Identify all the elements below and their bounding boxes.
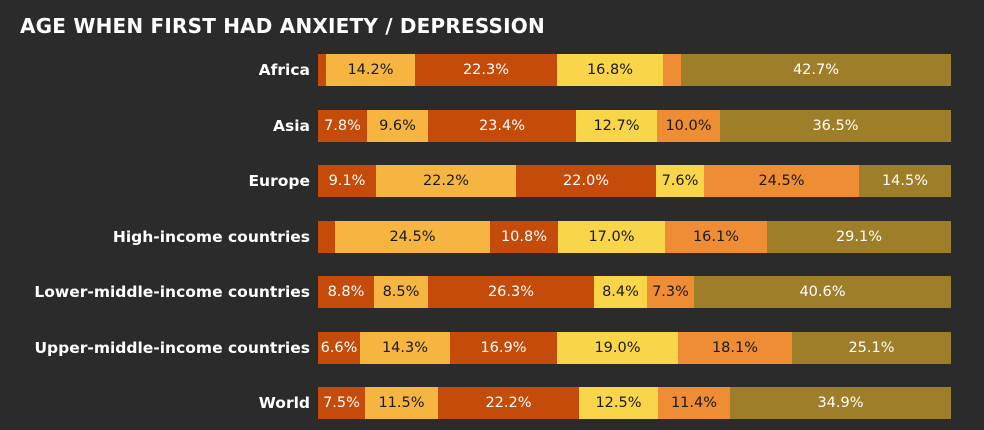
- bar-segment: [665, 221, 767, 253]
- category-label: World: [258, 394, 310, 412]
- data-label: 22.2%: [485, 395, 532, 411]
- bar-segment: [367, 110, 428, 142]
- data-label: 11.4%: [670, 395, 718, 411]
- category-label: Europe: [248, 172, 310, 190]
- bar-segment: [792, 332, 951, 364]
- bar-segment: [376, 165, 516, 197]
- stacked-bar: 7.5% 11.5% 22.2% 12.5% 11.4% 34.9%: [318, 387, 951, 419]
- bar-segment: [318, 221, 335, 253]
- bar-segment: [656, 165, 704, 197]
- bar-segment: [767, 221, 951, 253]
- stacked-bar: 14.2% 22.3% 16.8% 42.7%: [318, 54, 951, 86]
- bar-segment: [360, 332, 450, 364]
- bar-segment: [326, 54, 415, 86]
- data-label: 12.5%: [595, 395, 642, 411]
- bar-segment: [365, 387, 438, 419]
- data-label: 7.8%: [324, 118, 361, 134]
- data-label: 8.8%: [327, 284, 365, 300]
- category-label: Lower-middle-income countries: [34, 283, 310, 301]
- bar-segment: [438, 387, 579, 419]
- bar-segment: [681, 54, 951, 86]
- data-label: 16.9%: [480, 340, 527, 356]
- data-label: 19.0%: [594, 340, 641, 356]
- data-label: 7.5%: [323, 395, 360, 411]
- bar-segment: [516, 165, 656, 197]
- data-label: 6.6%: [320, 340, 358, 356]
- category-label: Africa: [258, 61, 310, 79]
- chart-title: AGE WHEN FIRST HAD ANXIETY / DEPRESSION: [20, 14, 545, 38]
- bar-segment: [428, 110, 576, 142]
- data-label: 7.6%: [661, 173, 699, 189]
- data-label: 36.5%: [812, 118, 859, 134]
- data-label: 22.3%: [462, 62, 510, 78]
- bar-segment: [450, 332, 557, 364]
- data-label: 16.8%: [586, 62, 634, 78]
- data-label: 24.5%: [389, 229, 436, 245]
- stacked-bar: 7.8% 9.6% 23.4% 12.7% 10.0% 36.5%: [318, 110, 951, 142]
- bar-segment: [657, 110, 720, 142]
- bar-segment: [318, 110, 367, 142]
- stacked-bar: 8.8% 8.5% 26.3% 8.4% 7.3% 40.6%: [318, 276, 951, 308]
- data-label: 22.0%: [562, 173, 610, 189]
- stacked-bar: 9.1% 22.2% 22.0% 7.6% 24.5% 14.5%: [318, 165, 951, 197]
- bar-segment: [558, 221, 665, 253]
- data-label: 29.1%: [835, 229, 883, 245]
- data-label: 40.6%: [799, 284, 846, 300]
- bar-segment: [490, 221, 558, 253]
- data-label: 24.5%: [758, 173, 805, 189]
- bar-segment: [318, 332, 360, 364]
- data-label: 11.5%: [378, 395, 425, 411]
- stacked-bar: 24.5% 10.8% 17.0% 16.1% 29.1%: [318, 221, 951, 253]
- bar-segment: [318, 165, 376, 197]
- bar-segment: [694, 276, 951, 308]
- bar-segment: [576, 110, 657, 142]
- bar-segment: [678, 332, 792, 364]
- data-label: 10.8%: [500, 229, 548, 245]
- data-label: 10.0%: [665, 118, 712, 134]
- bar-segment: [658, 387, 730, 419]
- data-label: 8.5%: [382, 284, 420, 300]
- data-label: 9.1%: [328, 173, 366, 189]
- bar-segment: [374, 276, 428, 308]
- bar-segment: [318, 54, 326, 86]
- bar-segment: [579, 387, 658, 419]
- stacked-bar: 6.6% 14.3% 16.9% 19.0% 18.1% 25.1%: [318, 332, 951, 364]
- data-label: 9.6%: [379, 118, 416, 134]
- data-label: 8.4%: [602, 284, 639, 300]
- bar-segment: [318, 276, 374, 308]
- data-label: 34.9%: [817, 395, 864, 411]
- data-label: 26.3%: [487, 284, 535, 300]
- bar-segment: [647, 276, 694, 308]
- category-label: Asia: [273, 117, 310, 135]
- data-label: 18.1%: [711, 340, 759, 356]
- bar-segment: [335, 221, 490, 253]
- bar-segment: [428, 276, 594, 308]
- data-label: 22.2%: [422, 173, 470, 189]
- bar-segment: [557, 54, 663, 86]
- bar-segment: [318, 387, 365, 419]
- bar-segment: [663, 54, 681, 86]
- data-label: 42.7%: [792, 62, 840, 78]
- data-label: 14.2%: [347, 62, 394, 78]
- data-label: 17.0%: [588, 229, 635, 245]
- bar-segment: [594, 276, 647, 308]
- data-label: 14.3%: [381, 340, 429, 356]
- data-label: 12.7%: [593, 118, 640, 134]
- category-label: High-income countries: [112, 228, 310, 246]
- data-label: 16.1%: [692, 229, 740, 245]
- bar-segment: [730, 387, 951, 419]
- category-label: Upper-middle-income countries: [34, 339, 310, 357]
- data-label: 7.3%: [652, 284, 689, 300]
- bar-segment: [415, 54, 557, 86]
- bar-segment: [557, 332, 678, 364]
- data-label: 25.1%: [848, 340, 895, 356]
- bar-segment: [704, 165, 859, 197]
- data-label: 23.4%: [478, 118, 526, 134]
- data-label: 14.5%: [881, 173, 929, 189]
- bar-segment: [859, 165, 951, 197]
- bar-segment: [720, 110, 951, 142]
